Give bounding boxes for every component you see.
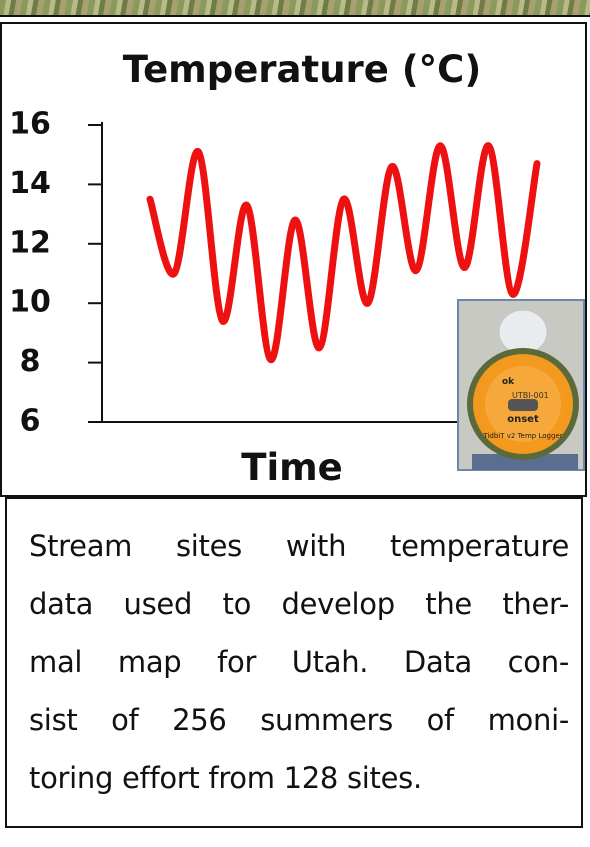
caption-box: Stream sites with temperature data used … [5,497,583,828]
y-tick-label: 12 [9,225,51,260]
chart-panel: Temperature (°C) Time 6 8 10 12 14 16 ok UTBI… [0,22,587,497]
y-tick-label: 16 [9,107,51,142]
chart: Temperature (°C) Time 6 8 10 12 14 16 ok UTBI… [2,24,585,495]
x-axis-label: Time [241,446,343,489]
caption-line: data used to develop the ther- [29,575,569,633]
caption-line: mal map for Utah. Data con- [29,633,569,691]
y-tick-label: 14 [9,166,51,201]
inset-label: onset [507,414,539,425]
y-tick-label: 6 [20,404,41,439]
caption-line: toring effort from 128 sites. [29,749,569,807]
logger-cap [499,310,547,354]
inset-label: TidbiT v2 Temp Logger [482,432,562,440]
header-photo [0,0,590,17]
y-tick-label: 8 [20,344,41,379]
inset-label: ok [502,377,515,387]
logger-window [508,399,538,411]
caption-line: Stream sites with temperature [29,517,569,575]
chart-title: Temperature (°C) [123,48,482,91]
page: {"chart_data": {"type": "line", "title":… [0,0,590,847]
caption-line: sist of 256 summers of moni- [29,691,569,749]
y-tick-label: 10 [9,285,51,320]
inset-label: UTBI-001 [512,391,549,400]
inset-photo: ok UTBI-001 onset TidbiT v2 Temp Logger [458,300,584,470]
